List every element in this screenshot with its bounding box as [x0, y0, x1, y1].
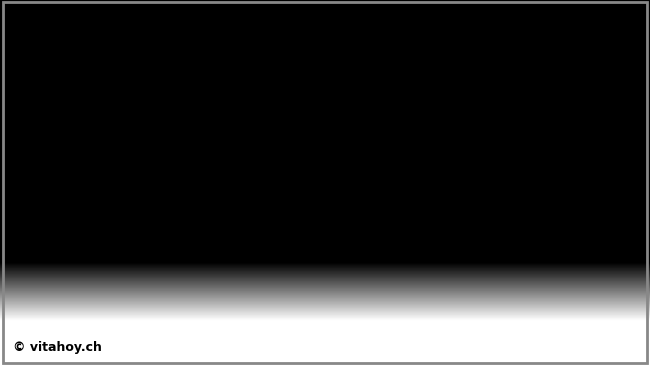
Text: Glucides 79 %: Glucides 79 % [379, 261, 619, 284]
Wedge shape [270, 81, 312, 193]
Text: Protéines 3 %: Protéines 3 % [127, 133, 257, 164]
Text: Lipides 17 %: Lipides 17 % [127, 91, 280, 118]
Wedge shape [291, 80, 312, 193]
Wedge shape [199, 88, 312, 193]
Text: © vitahoy.ch: © vitahoy.ch [13, 341, 102, 354]
Ellipse shape [203, 282, 425, 314]
Wedge shape [198, 80, 426, 307]
Text: Distribution de calories: Smams Sugarfree Mint (Migros): Distribution de calories: Smams Sugarfre… [13, 29, 636, 48]
